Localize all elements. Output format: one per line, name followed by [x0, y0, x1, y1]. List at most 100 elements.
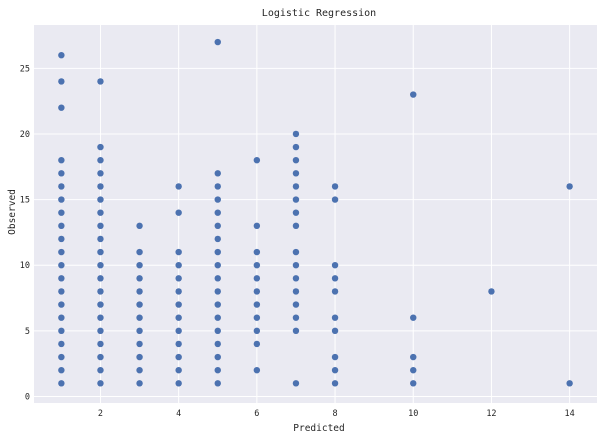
data-point — [58, 366, 65, 374]
y-tick-label: 25 — [20, 64, 30, 74]
y-tick-label: 0 — [25, 392, 30, 402]
data-point — [331, 314, 339, 321]
data-point — [214, 209, 221, 216]
data-point — [136, 314, 143, 321]
x-tick-label: 10 — [408, 409, 418, 419]
data-point — [253, 248, 261, 256]
data-point — [331, 261, 339, 269]
data-point — [410, 366, 417, 374]
data-point — [292, 170, 300, 177]
data-point — [136, 288, 143, 295]
data-point — [214, 170, 221, 177]
data-point — [58, 156, 65, 164]
y-axis-label: Observed — [7, 189, 18, 235]
data-point — [214, 366, 221, 374]
data-point — [97, 261, 104, 269]
data-point — [97, 183, 104, 190]
data-point — [292, 301, 300, 308]
data-point — [136, 327, 143, 335]
data-point — [58, 380, 65, 387]
data-point — [214, 353, 221, 361]
data-point — [253, 366, 261, 374]
data-point — [175, 248, 182, 256]
data-point — [488, 288, 495, 295]
data-point — [97, 196, 104, 203]
data-point — [331, 196, 339, 203]
data-point — [214, 380, 221, 387]
data-point — [331, 380, 339, 387]
data-point — [175, 301, 182, 308]
x-tick-label: 8 — [332, 409, 337, 419]
data-point — [214, 301, 221, 308]
x-tick-label: 6 — [254, 409, 259, 419]
data-point — [214, 261, 221, 269]
data-point — [58, 235, 65, 243]
data-point — [58, 288, 65, 295]
data-point — [253, 275, 261, 282]
data-point — [214, 183, 221, 190]
data-point — [410, 91, 417, 98]
data-point — [292, 156, 300, 164]
data-point — [253, 222, 261, 230]
data-point — [97, 288, 104, 295]
data-point — [331, 288, 339, 295]
data-point — [97, 78, 104, 85]
data-point — [58, 275, 65, 282]
data-point — [97, 275, 104, 282]
data-point — [175, 183, 182, 190]
data-point — [97, 235, 104, 243]
data-point — [175, 209, 182, 216]
data-point — [214, 196, 221, 203]
data-point — [292, 275, 300, 282]
data-point — [253, 314, 261, 321]
data-point — [214, 314, 221, 321]
data-point — [292, 209, 300, 216]
data-point — [58, 301, 65, 308]
data-point — [97, 222, 104, 230]
x-axis-ticks: 2 4 6 8 10 12 14 — [98, 409, 575, 419]
data-point — [214, 275, 221, 282]
data-point — [331, 327, 339, 335]
data-point — [214, 327, 221, 335]
y-tick-label: 5 — [25, 327, 30, 337]
data-point — [97, 353, 104, 361]
data-point — [175, 275, 182, 282]
data-point — [97, 209, 104, 216]
data-point — [58, 51, 65, 59]
data-point — [292, 261, 300, 269]
data-point — [136, 275, 143, 282]
data-point — [292, 183, 300, 190]
data-point — [175, 327, 182, 335]
data-point — [97, 327, 104, 335]
y-axis-ticks: 0 5 10 15 20 25 — [20, 64, 30, 402]
x-tick-label: 2 — [98, 409, 103, 419]
data-point — [136, 340, 143, 348]
data-point — [58, 196, 65, 203]
gridlines — [34, 25, 597, 403]
data-point — [292, 380, 300, 387]
data-point — [253, 261, 261, 269]
data-point — [292, 314, 300, 321]
data-point — [58, 261, 65, 269]
data-point — [175, 288, 182, 295]
data-point — [58, 78, 65, 85]
data-point — [214, 340, 221, 348]
data-point — [97, 301, 104, 308]
x-tick-label: 12 — [486, 409, 496, 419]
data-point — [97, 143, 104, 151]
data-point — [253, 288, 261, 295]
data-point — [292, 130, 300, 138]
data-point — [214, 288, 221, 295]
data-point — [566, 380, 573, 387]
data-point — [58, 248, 65, 256]
y-tick-label: 15 — [20, 196, 30, 206]
data-points — [58, 38, 573, 387]
data-point — [58, 209, 65, 216]
x-tick-label: 4 — [176, 409, 181, 419]
data-point — [136, 301, 143, 308]
data-point — [136, 366, 143, 374]
data-point — [136, 353, 143, 361]
data-point — [214, 248, 221, 256]
data-point — [214, 38, 221, 46]
chart-title: Logistic Regression — [262, 8, 376, 19]
